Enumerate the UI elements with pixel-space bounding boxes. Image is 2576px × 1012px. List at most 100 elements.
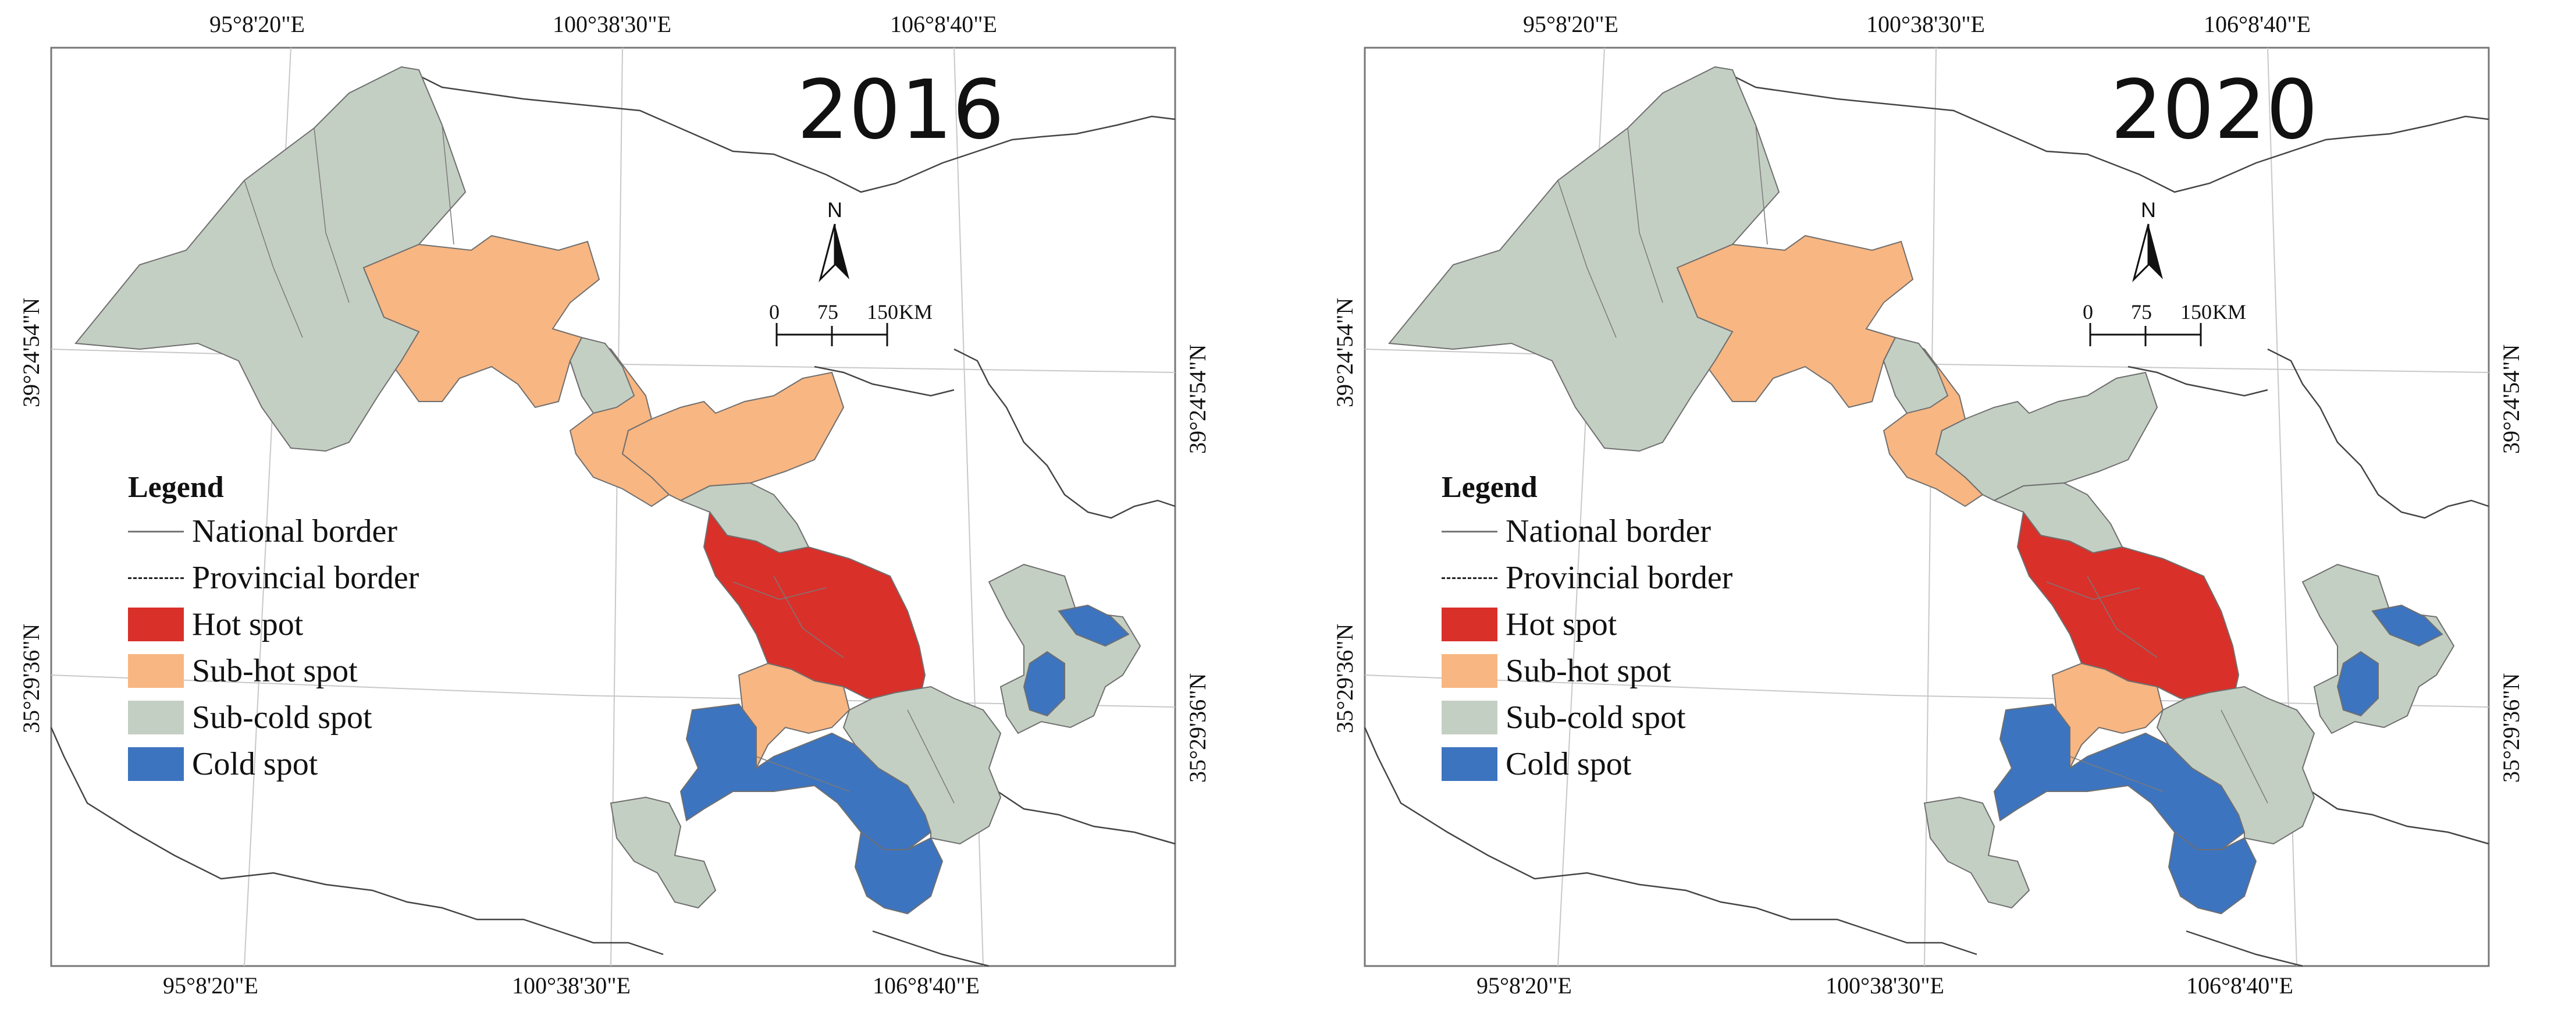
graticule-line xyxy=(51,674,1176,708)
legend-item: Provincial border xyxy=(128,555,419,601)
region-south-tip xyxy=(854,831,944,915)
top-longitude-tick: 106°8'40"E xyxy=(890,11,997,37)
legend: Legend National border Provincial border Ho… xyxy=(1442,470,1732,787)
top-longitude-tick: 95°8'20"E xyxy=(209,11,305,37)
legend-swatch xyxy=(1442,654,1497,688)
north-arrow-icon xyxy=(2132,223,2163,282)
top-longitude-tick: 100°38'30"E xyxy=(1866,11,1985,37)
national-border-line-icon xyxy=(128,531,184,532)
map-panel-2020: 95°8'20"E 100°38'30"E 106°8'40"E 95°8'20"E 1… xyxy=(1314,0,2576,1012)
legend-item: Sub-cold spot xyxy=(1442,694,1732,741)
legend-item-label: Hot spot xyxy=(1506,606,1617,642)
scale-label: 75 xyxy=(2131,300,2152,324)
legend-item-label: Provincial border xyxy=(1506,560,1733,596)
scale-unit: KM xyxy=(899,300,933,324)
top-longitude-tick: 100°38'30"E xyxy=(553,11,671,37)
bottom-longitude-tick: 100°38'30"E xyxy=(1826,972,1944,999)
region-southeast xyxy=(2156,686,2315,845)
boundary-line xyxy=(988,784,1176,845)
year-title: 2020 xyxy=(2111,63,2318,158)
left-latitude-tick: 39°24'54"N xyxy=(18,297,44,407)
legend-item-label: National border xyxy=(1506,513,1711,549)
region-northeast-lobe xyxy=(1935,371,2158,502)
region-corridor-gap xyxy=(1883,336,1949,414)
legend-swatch xyxy=(128,747,184,781)
scale-label: 0 xyxy=(2083,300,2093,324)
county-line xyxy=(314,127,350,303)
scale-unit: KM xyxy=(2212,300,2247,324)
county-line xyxy=(1627,127,1663,303)
left-latitude-tick: 35°29'36"N xyxy=(18,623,44,733)
provincial-border-line-icon xyxy=(1442,577,1497,579)
legend-item-label: Sub-hot spot xyxy=(1506,653,1671,689)
county-line xyxy=(773,576,844,658)
region-east-spots xyxy=(1023,604,1130,717)
bottom-longitude-tick: 95°8'20"E xyxy=(163,972,258,999)
graticule-line xyxy=(1364,674,2489,708)
region-northeast-lobe xyxy=(621,371,845,502)
right-latitude-tick: 39°24'54"N xyxy=(1184,344,1211,454)
scale-label: 150 xyxy=(867,300,898,324)
county-line xyxy=(244,180,303,338)
scale-bar xyxy=(2089,323,2202,346)
region-northwest-corridor xyxy=(1676,235,1914,409)
legend-item: Sub-hot spot xyxy=(128,648,419,694)
legend-title: Legend xyxy=(128,471,224,504)
boundary-line xyxy=(872,930,990,967)
region-southwest-island xyxy=(610,796,717,909)
boundary-line xyxy=(953,348,1176,519)
north-label: N xyxy=(827,198,842,222)
provincial-border-line-icon xyxy=(128,577,184,579)
region-southwest-island xyxy=(1923,796,2030,909)
scale-bar xyxy=(775,323,888,346)
county-line xyxy=(2087,576,2158,658)
legend: Legend National border Provincial border Ho… xyxy=(128,470,419,787)
legend-item: Provincial border xyxy=(1442,555,1732,601)
legend-swatch xyxy=(1442,747,1497,781)
county-line xyxy=(907,709,955,804)
bottom-longitude-tick: 100°38'30"E xyxy=(512,972,631,999)
left-latitude-tick: 39°24'54"N xyxy=(1332,297,1358,407)
boundary-line xyxy=(814,365,955,397)
legend-item: Hot spot xyxy=(1442,601,1732,648)
county-line xyxy=(2046,581,2140,600)
legend-item-label: Hot spot xyxy=(192,606,304,642)
bottom-longitude-tick: 95°8'20"E xyxy=(1476,972,1572,999)
legend-item-label: National border xyxy=(192,513,397,549)
county-line xyxy=(2221,709,2268,804)
legend-swatch xyxy=(1442,608,1497,641)
boundary-line xyxy=(2186,930,2303,967)
legend-item: National border xyxy=(128,508,419,555)
county-line xyxy=(756,756,850,792)
bottom-longitude-tick: 106°8'40"E xyxy=(2186,972,2293,999)
map-canvas xyxy=(1364,47,2490,967)
legend-item-label: Sub-cold spot xyxy=(1506,699,1686,736)
region-east-spots xyxy=(2336,604,2443,717)
legend-swatch xyxy=(128,654,184,688)
year-title: 2016 xyxy=(797,63,1005,158)
legend-swatch xyxy=(128,701,184,734)
legend-item-label: Cold spot xyxy=(192,746,318,782)
right-latitude-tick: 39°24'54"N xyxy=(2498,344,2524,454)
national-border-line-icon xyxy=(1442,531,1497,532)
region-south-tip xyxy=(2168,831,2257,915)
legend-item-label: Cold spot xyxy=(1506,746,1632,782)
top-longitude-tick: 95°8'20"E xyxy=(1523,11,1618,37)
county-line xyxy=(1755,125,1768,245)
map-canvas xyxy=(50,47,1176,967)
legend-swatch xyxy=(128,608,184,641)
boundary-line xyxy=(50,727,664,956)
county-line xyxy=(1557,180,1617,338)
legend-item-label: Provincial border xyxy=(192,560,419,596)
legend-item: Cold spot xyxy=(1442,741,1732,787)
boundary-line xyxy=(1714,66,2489,193)
boundary-line xyxy=(401,66,1176,193)
boundary-line xyxy=(2267,348,2489,519)
boundary-line xyxy=(2127,365,2268,397)
boundary-line xyxy=(2302,784,2489,845)
county-line xyxy=(442,125,454,245)
map-panel-2016: 95°8'20"E 100°38'30"E 106°8'40"E 95°8'20"E 1… xyxy=(0,0,1262,1012)
legend-item: Sub-hot spot xyxy=(1442,648,1732,694)
scale-label: 150 xyxy=(2180,300,2212,324)
boundary-line xyxy=(1364,727,1977,956)
